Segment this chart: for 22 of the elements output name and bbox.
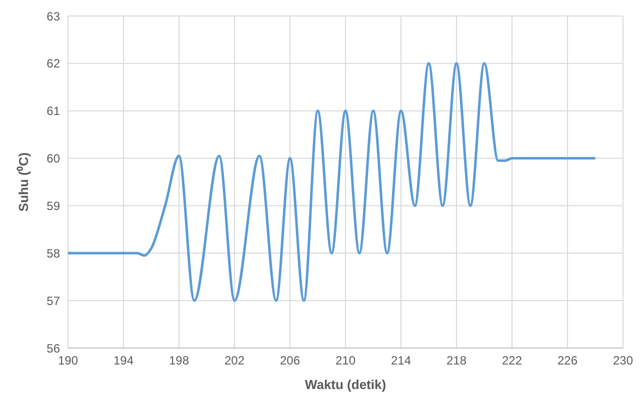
y-axis-title: Suhu (⁰C) <box>16 152 31 212</box>
line-series <box>68 62 596 302</box>
x-tick-label: 198 <box>168 354 190 368</box>
x-tick-label: 194 <box>113 354 134 368</box>
y-tick-label: 61 <box>46 104 60 118</box>
y-tick-label: 57 <box>46 294 60 308</box>
y-tick-label: 58 <box>46 246 60 260</box>
x-tick-label: 202 <box>224 354 245 368</box>
x-tick-label: 222 <box>502 354 522 368</box>
y-tick-label: 59 <box>46 198 60 213</box>
x-tick-label: 190 <box>58 354 78 368</box>
x-tick-label: 226 <box>557 354 578 368</box>
x-tick-label: 230 <box>612 354 634 368</box>
y-tick-label: 63 <box>46 9 60 24</box>
y-tick-label: 62 <box>46 56 60 71</box>
y-tick-label: 60 <box>46 152 60 166</box>
y-tick-label: 56 <box>46 341 60 356</box>
x-tick-label: 210 <box>335 354 356 368</box>
x-tick-label: 206 <box>280 354 300 368</box>
x-tick-label: 214 <box>390 354 412 368</box>
x-tick-label: 218 <box>446 354 467 368</box>
x-axis-title: Waktu (detik) <box>304 377 386 392</box>
